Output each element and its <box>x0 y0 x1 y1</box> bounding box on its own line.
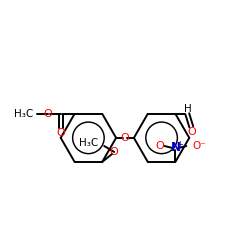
Text: O: O <box>44 109 52 119</box>
Text: H: H <box>184 104 192 114</box>
Text: H₃C: H₃C <box>79 138 98 148</box>
Text: N: N <box>170 142 180 154</box>
Text: O⁻: O⁻ <box>192 141 206 151</box>
Text: O: O <box>120 133 130 143</box>
Text: O: O <box>155 141 164 151</box>
Text: O: O <box>110 147 118 157</box>
Text: O: O <box>56 128 65 138</box>
Text: H₃C: H₃C <box>14 109 33 119</box>
Text: +: + <box>176 140 183 148</box>
Text: O: O <box>188 127 196 137</box>
